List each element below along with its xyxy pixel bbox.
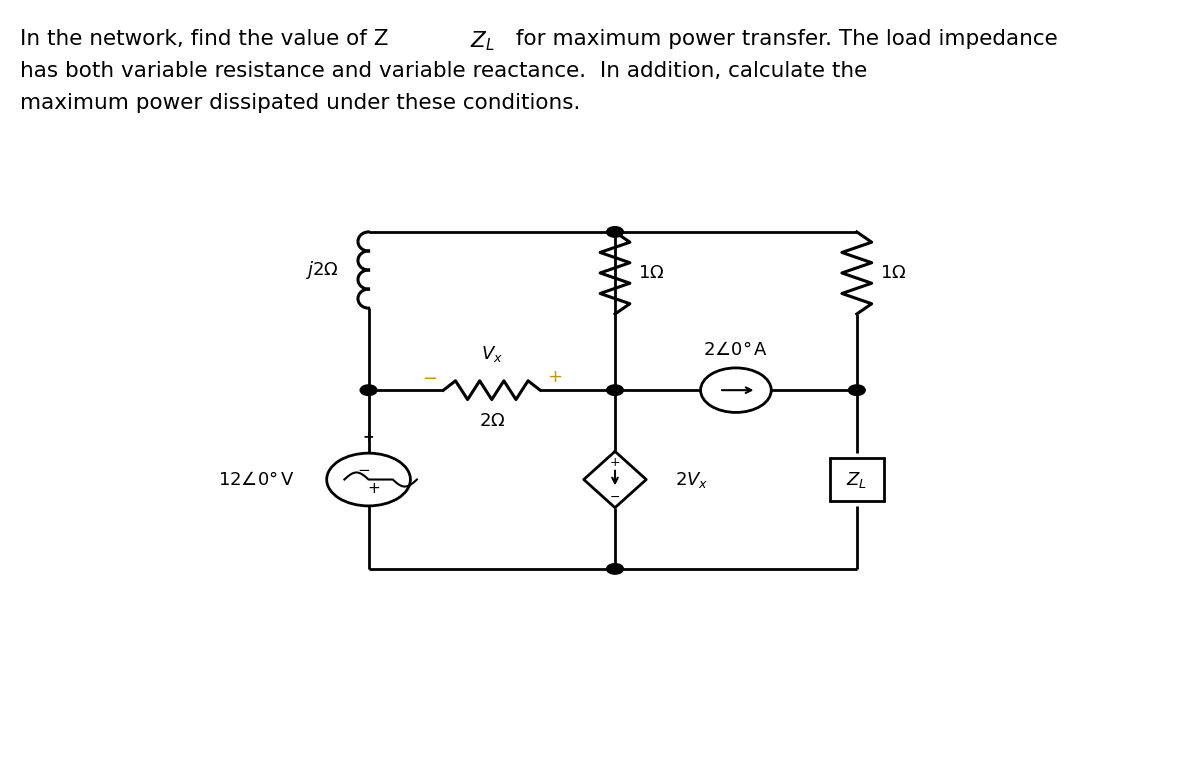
FancyBboxPatch shape [830, 458, 883, 501]
Text: $2\angle 0°\,\mathrm{A}$: $2\angle 0°\,\mathrm{A}$ [703, 341, 768, 359]
Circle shape [607, 564, 623, 574]
Text: $V_x$: $V_x$ [481, 345, 503, 365]
Text: +: + [362, 431, 374, 444]
Text: $+$: $+$ [546, 368, 562, 387]
Text: +: + [610, 456, 620, 469]
Text: $Z_L$: $Z_L$ [470, 29, 496, 53]
Text: $j2\Omega$: $j2\Omega$ [305, 259, 338, 281]
Text: $+$: $+$ [367, 482, 379, 496]
Text: for maximum power transfer. The load impedance: for maximum power transfer. The load imp… [509, 29, 1057, 49]
Text: $2V_x$: $2V_x$ [676, 470, 709, 489]
Text: In the network, find the value of Z: In the network, find the value of Z [20, 29, 389, 49]
Text: $Z_L$: $Z_L$ [846, 470, 868, 489]
Text: $-$: $-$ [422, 368, 437, 387]
Circle shape [607, 227, 623, 237]
Text: $1\Omega$: $1\Omega$ [638, 264, 665, 282]
Text: $-$: $-$ [610, 490, 620, 503]
Text: has both variable resistance and variable reactance.  In addition, calculate the: has both variable resistance and variabl… [20, 61, 868, 81]
Circle shape [360, 385, 377, 396]
Text: $1\Omega$: $1\Omega$ [880, 264, 906, 282]
Circle shape [848, 385, 865, 396]
Text: maximum power dissipated under these conditions.: maximum power dissipated under these con… [20, 93, 581, 113]
Text: $12\angle 0°\,\mathrm{V}$: $12\angle 0°\,\mathrm{V}$ [217, 470, 294, 489]
Text: $-$: $-$ [358, 461, 371, 476]
Circle shape [607, 385, 623, 396]
Text: $2\Omega$: $2\Omega$ [479, 412, 505, 431]
